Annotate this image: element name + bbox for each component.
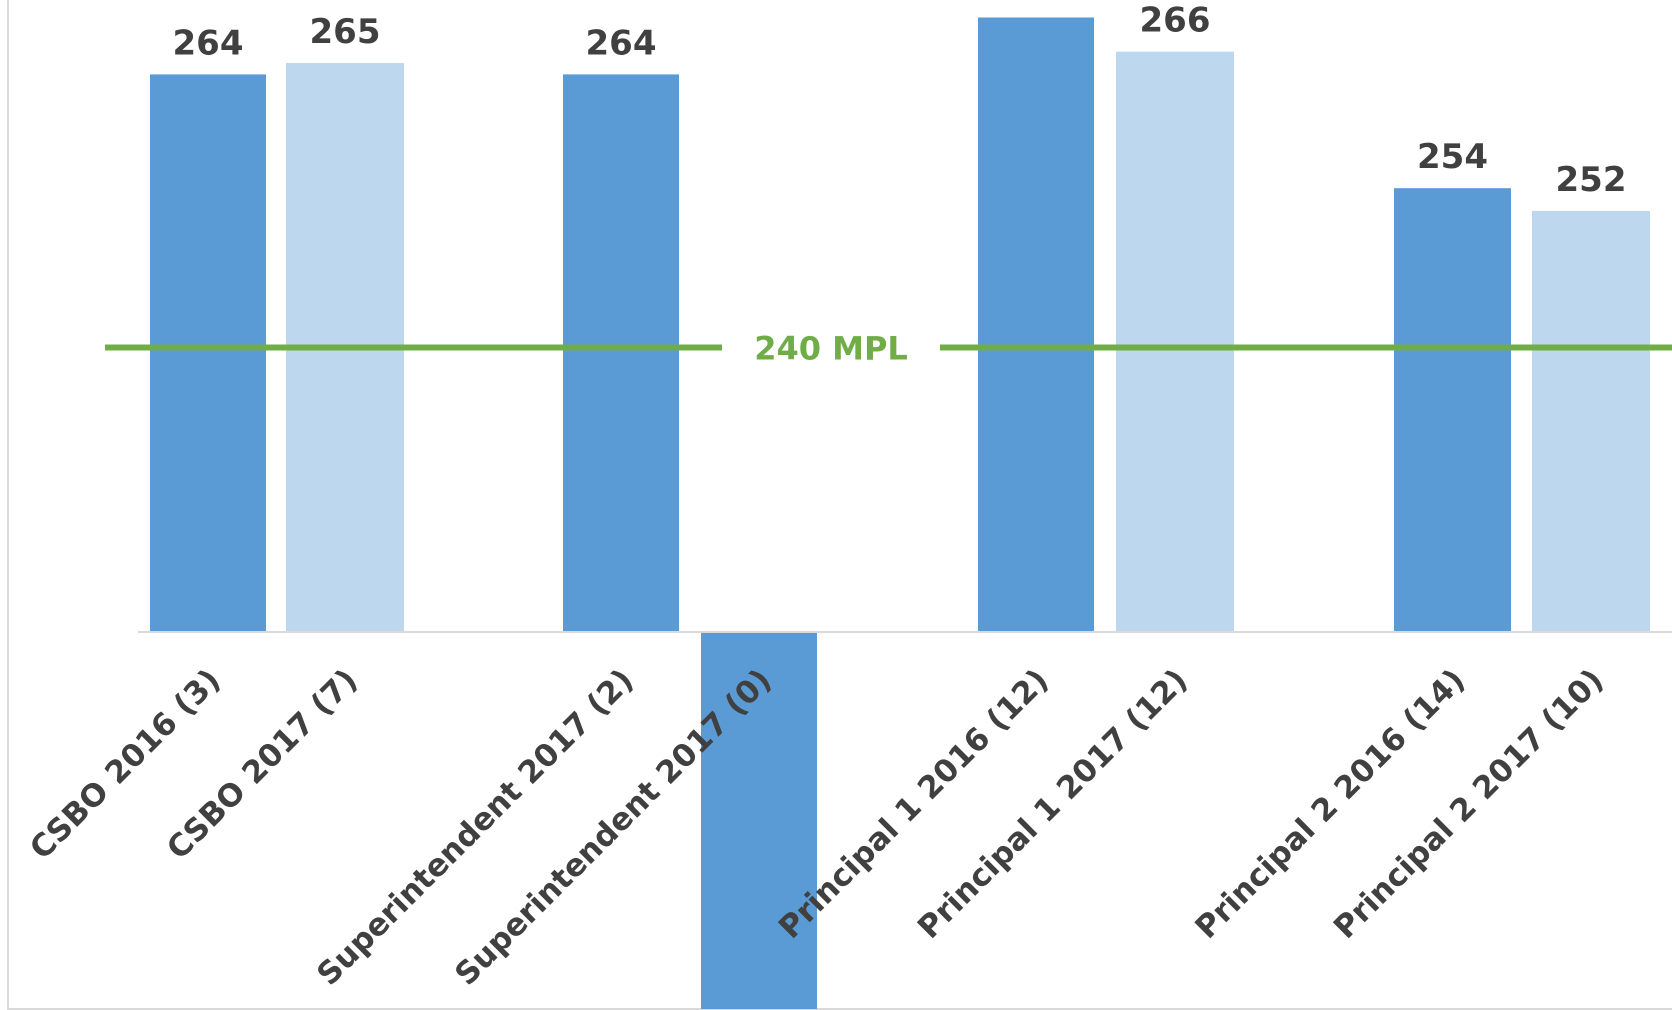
tick-label-8: Principal 2 2017 (10) bbox=[1327, 662, 1611, 946]
bar-7 bbox=[1394, 188, 1511, 632]
data-label-8: 252 bbox=[1556, 160, 1627, 200]
bar-6 bbox=[1116, 51, 1234, 633]
data-label-5: 269 bbox=[1001, 0, 1072, 6]
data-label-1: 264 bbox=[173, 23, 244, 63]
bar-5 bbox=[978, 17, 1094, 633]
reference-line-layer: 240 MPL bbox=[105, 330, 1672, 368]
bar-1 bbox=[150, 74, 266, 632]
bar-3 bbox=[563, 74, 679, 632]
bar-4 bbox=[701, 632, 817, 1009]
data-label-3: 264 bbox=[586, 23, 657, 63]
data-label-6: 266 bbox=[1140, 1, 1211, 41]
data-label-7: 254 bbox=[1417, 137, 1488, 177]
bars-layer bbox=[150, 17, 1650, 1009]
data-label-2: 265 bbox=[310, 12, 381, 52]
tick-label-6: Principal 1 2017 (12) bbox=[911, 662, 1195, 946]
reference-line-label: 240 MPL bbox=[754, 330, 908, 368]
tick-label-7: Principal 2 2016 (14) bbox=[1188, 662, 1472, 946]
bar-8 bbox=[1532, 210, 1650, 632]
data-labels-layer: 264 265 264 269 266 254 252 bbox=[173, 0, 1627, 200]
